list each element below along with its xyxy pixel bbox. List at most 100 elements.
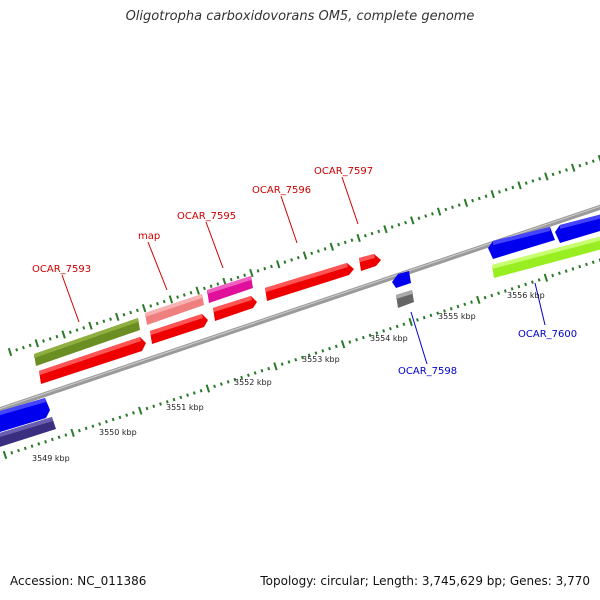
outer-track-major-tick bbox=[7, 347, 13, 357]
outer-track-minor-tick bbox=[484, 194, 488, 199]
inner-track-major-tick bbox=[205, 384, 211, 393]
inner-track-minor-tick bbox=[314, 351, 318, 355]
outer-track-minor-tick bbox=[243, 273, 247, 277]
inner-track-minor-tick bbox=[449, 307, 453, 311]
inner-track-minor-tick bbox=[98, 422, 102, 426]
inner-track-minor-tick bbox=[37, 442, 41, 446]
outer-track-minor-tick bbox=[397, 223, 401, 227]
inner-track-minor-tick bbox=[30, 444, 34, 448]
gene-ocar-7595-outer[interactable] bbox=[207, 276, 253, 303]
outer-track-minor-tick bbox=[457, 203, 461, 207]
inner-track-minor-tick bbox=[267, 366, 271, 371]
outer-track-minor-tick bbox=[565, 168, 568, 172]
outer-track-minor-tick bbox=[68, 330, 72, 334]
inner-track-minor-tick bbox=[503, 289, 507, 293]
accession-text: Accession: NC_011386 bbox=[10, 574, 147, 588]
outer-track-minor-tick bbox=[203, 286, 206, 291]
inner-track-minor-tick bbox=[436, 311, 440, 315]
outer-track-minor-tick bbox=[477, 196, 481, 201]
scale-label-3550: 3550 kbp bbox=[99, 428, 137, 437]
outer-track-minor-tick bbox=[350, 238, 354, 242]
inner-track-minor-tick bbox=[422, 315, 426, 320]
gene-blue-left[interactable] bbox=[0, 398, 50, 435]
gene-map[interactable] bbox=[150, 314, 208, 344]
inner-track-major-tick bbox=[2, 450, 8, 460]
gene-label-map: map bbox=[138, 231, 160, 242]
outer-track-major-tick bbox=[356, 233, 361, 243]
inner-track-major-tick bbox=[408, 317, 413, 327]
outer-track-minor-tick bbox=[122, 312, 126, 317]
inner-track-minor-tick bbox=[77, 428, 81, 433]
outer-track-major-tick bbox=[383, 225, 388, 234]
outer-track-major-tick bbox=[329, 242, 335, 251]
map-title: Oligotropha carboxidovorans OM5, complet… bbox=[125, 9, 475, 24]
gene-ocar-7600[interactable] bbox=[492, 234, 600, 278]
outer-track-major-tick bbox=[168, 295, 174, 304]
scale-label-3549: 3549 kbp bbox=[32, 454, 70, 463]
inner-track-minor-tick bbox=[524, 282, 528, 287]
inner-track-minor-tick bbox=[483, 295, 487, 300]
inner-track-minor-tick bbox=[17, 448, 20, 453]
inner-track-minor-tick bbox=[125, 413, 129, 417]
gene-ocar-7593[interactable] bbox=[39, 337, 146, 384]
inner-track-minor-tick bbox=[510, 287, 514, 291]
outer-track-minor-tick bbox=[21, 345, 25, 350]
outer-track-minor-tick bbox=[48, 337, 52, 341]
inner-track-minor-tick bbox=[382, 329, 386, 333]
outer-track-minor-tick bbox=[162, 299, 166, 304]
outer-tick-track bbox=[7, 154, 600, 357]
gene-ocar-7597[interactable] bbox=[359, 254, 381, 271]
inner-track-minor-tick bbox=[395, 324, 399, 329]
outer-track-minor-tick bbox=[343, 240, 347, 245]
scale-label-3554: 3554 kbp bbox=[370, 334, 408, 343]
outer-track-major-tick bbox=[88, 321, 93, 330]
gene-label-ocar-7597: OCAR_7597 bbox=[314, 166, 373, 177]
gene-blue-right-1[interactable] bbox=[488, 227, 555, 259]
inner-track-minor-tick bbox=[57, 435, 61, 440]
inner-track-minor-tick bbox=[118, 415, 122, 420]
gene-blue-right-2[interactable] bbox=[555, 212, 600, 243]
inner-track-minor-tick bbox=[91, 424, 95, 428]
outer-track-minor-tick bbox=[189, 291, 193, 295]
outer-track-minor-tick bbox=[182, 293, 186, 297]
outer-track-major-tick bbox=[61, 330, 66, 339]
outer-track-minor-tick bbox=[316, 249, 320, 253]
outer-track-major-tick bbox=[436, 207, 442, 216]
outer-track-major-tick bbox=[570, 163, 576, 172]
outer-track-minor-tick bbox=[82, 326, 86, 330]
inner-track-minor-tick bbox=[213, 384, 217, 389]
outer-track-minor-tick bbox=[323, 247, 327, 251]
inner-track-minor-tick bbox=[348, 340, 352, 344]
gene-ocar-7593-outer[interactable] bbox=[34, 318, 140, 366]
gene-map-outer[interactable] bbox=[145, 294, 204, 325]
scale-label-3552: 3552 kbp bbox=[234, 378, 272, 387]
inner-track-minor-tick bbox=[111, 417, 115, 422]
outer-track-minor-tick bbox=[42, 339, 45, 343]
inner-track-minor-tick bbox=[537, 278, 541, 282]
outer-track-minor-tick bbox=[290, 258, 294, 262]
gene-ocar-7596[interactable] bbox=[265, 263, 354, 301]
inner-track-minor-tick bbox=[551, 273, 555, 278]
outer-track-minor-tick bbox=[95, 321, 99, 326]
inner-track-minor-tick bbox=[307, 353, 311, 358]
inner-track-minor-tick bbox=[172, 397, 176, 402]
scale-label-3553: 3553 kbp bbox=[302, 355, 340, 364]
gene-ocar-7595[interactable] bbox=[213, 296, 257, 321]
outer-track-minor-tick bbox=[216, 282, 220, 286]
label-leaders bbox=[61, 176, 546, 365]
outer-track-minor-tick bbox=[377, 229, 381, 234]
gene-label-ocar-7593: OCAR_7593 bbox=[32, 264, 91, 275]
inner-track-minor-tick bbox=[226, 380, 230, 384]
inner-track-minor-tick bbox=[240, 375, 244, 380]
inner-track-minor-tick bbox=[84, 426, 88, 431]
gene-ocar-7598-inner[interactable] bbox=[396, 290, 414, 308]
gene-purple-left[interactable] bbox=[0, 417, 56, 450]
outer-track-minor-tick bbox=[75, 328, 79, 332]
outer-track-minor-tick bbox=[296, 255, 300, 260]
outer-track-minor-tick bbox=[444, 207, 448, 212]
inner-track-minor-tick bbox=[490, 293, 494, 298]
inner-track-minor-tick bbox=[443, 309, 446, 313]
outer-track-major-tick bbox=[517, 181, 522, 190]
gene-ocar-7598[interactable] bbox=[392, 271, 411, 288]
